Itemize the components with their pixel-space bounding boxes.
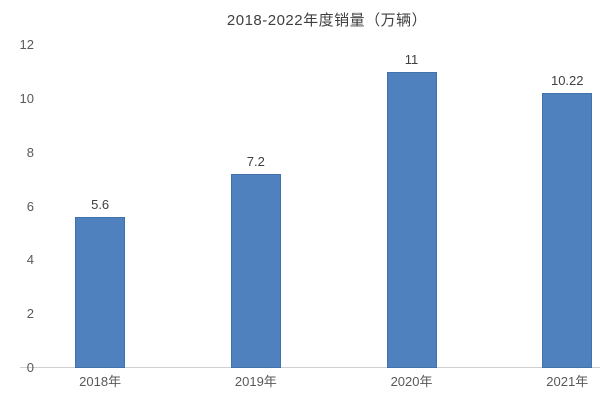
y-tick-label: 4 [26,252,34,268]
bar [542,92,593,368]
bar-value-label: 11 [404,51,419,67]
y-tick-label: 12 [19,37,34,52]
chart-title: 2018-2022年度销量（万辆） [226,12,428,29]
x-axis-line [20,367,600,368]
x-tick-label: 2018年 [79,374,122,389]
bar [75,217,126,368]
y-tick-label: 6 [26,198,34,214]
bar-value-label: 5.6 [91,197,110,213]
bar-value-label: 7.2 [246,154,265,170]
y-tick-label: 0 [26,360,34,375]
x-tick-label: 2021年 [546,374,589,389]
y-tick-label: 2 [26,306,34,322]
x-tick-label: 2019年 [234,374,277,389]
y-tick-label: 8 [26,144,34,160]
bar [230,174,281,368]
x-tick-label: 2020年 [390,374,433,389]
y-tick-label: 10 [19,90,34,106]
bar-value-label: 10.22 [550,72,584,88]
bar [386,71,437,368]
